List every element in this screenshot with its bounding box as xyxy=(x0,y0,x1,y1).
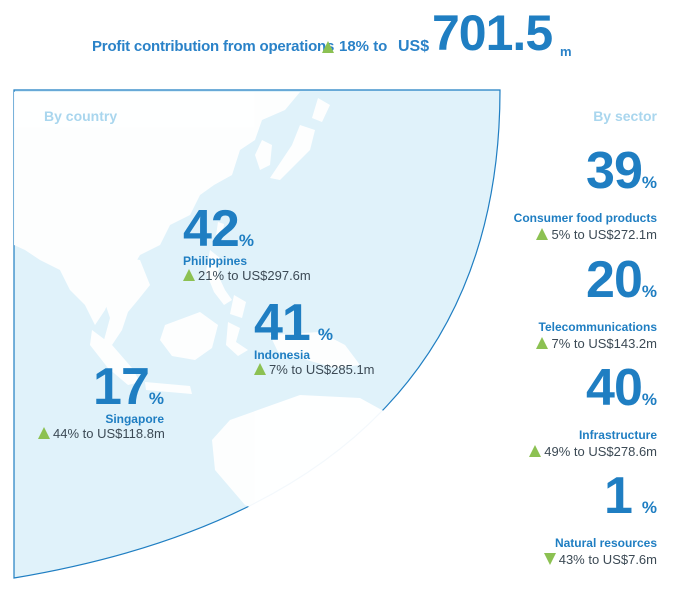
sector-change: 7% to US$143.2m xyxy=(551,336,657,351)
header-unit: m xyxy=(560,44,572,59)
country-share: 41 xyxy=(254,294,311,352)
country-share: 17 xyxy=(93,358,150,416)
sector-telecommunications: 20% Telecommunications 7% to US$143.2m xyxy=(536,254,657,351)
percent-sign: % xyxy=(641,390,657,409)
sector-share: 39 xyxy=(586,142,643,200)
up-arrow-icon xyxy=(254,363,266,375)
sector-share: 20 xyxy=(586,251,643,309)
sector-share: 40 xyxy=(586,359,643,417)
header-label: Profit contribution from operations xyxy=(92,38,335,55)
up-arrow-icon xyxy=(38,427,50,439)
up-arrow-icon xyxy=(183,269,195,281)
country-change: 44% to US$118.8m xyxy=(53,426,165,441)
down-arrow-icon xyxy=(543,553,556,565)
country-change: 21% to US$297.6m xyxy=(198,268,311,283)
percent-sign: % xyxy=(641,173,657,192)
percent-sign: % xyxy=(238,231,254,250)
percent-sign: % xyxy=(641,498,657,517)
header-value: 701.5 xyxy=(432,5,553,61)
country-singapore: 17% Singapore 44% to US$118.8m xyxy=(38,361,165,441)
sector-name: Telecommunications xyxy=(538,320,657,334)
country-philippines: 42% Philippines 21% to US$297.6m xyxy=(183,203,311,283)
sector-change: 43% to US$7.6m xyxy=(558,552,657,567)
header-currency: US$ xyxy=(398,38,430,55)
sector-change: 5% to US$272.1m xyxy=(551,227,657,242)
sector-name: Natural resources xyxy=(554,536,657,550)
country-share: 42 xyxy=(183,200,240,258)
percent-sign: % xyxy=(317,325,333,344)
sector-natural-resources: 1% Natural resources 43% to US$7.6m xyxy=(543,470,657,567)
sector-change: 49% to US$278.6m xyxy=(544,444,657,459)
sector-name: Consumer food products xyxy=(513,211,657,225)
percent-sign: % xyxy=(148,389,164,408)
up-arrow-icon xyxy=(536,228,549,240)
country-indonesia: 41% Indonesia 7% to US$285.1m xyxy=(254,297,375,377)
profit-header: Profit contribution from operations 18% … xyxy=(0,8,674,60)
sector-infrastructure: 40% Infrastructure 49% to US$278.6m xyxy=(529,362,657,459)
up-arrow-icon xyxy=(529,445,542,457)
up-arrow-icon xyxy=(536,337,549,349)
country-name: Philippines xyxy=(183,254,248,268)
sector-share: 1 xyxy=(603,467,633,525)
up-arrow-icon xyxy=(322,41,334,53)
country-name: Indonesia xyxy=(254,348,311,362)
country-name: Singapore xyxy=(105,412,164,426)
percent-sign: % xyxy=(641,282,657,301)
by-country-title: By country xyxy=(44,108,118,124)
sector-name: Infrastructure xyxy=(578,428,657,442)
country-change: 7% to US$285.1m xyxy=(269,362,375,377)
sector-consumer-food: 39% Consumer food products 5% to US$272.… xyxy=(513,145,657,242)
header-change: 18% to xyxy=(339,38,388,55)
by-sector-title: By sector xyxy=(593,108,657,124)
